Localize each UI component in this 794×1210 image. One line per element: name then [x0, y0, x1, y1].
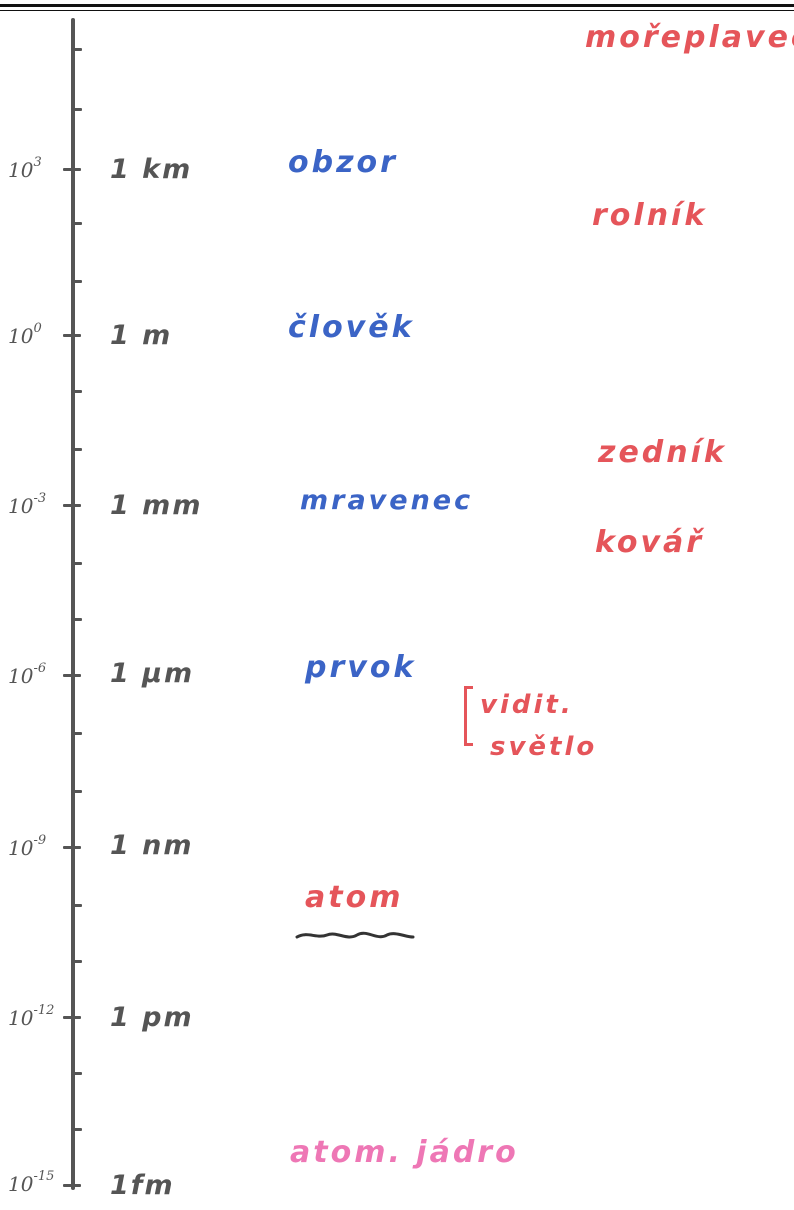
wave-label-zednik: zedník — [598, 435, 727, 470]
minor-tick — [71, 48, 82, 51]
unit-label: 1 μm — [110, 658, 195, 689]
major-tick — [63, 168, 81, 171]
minor-tick — [71, 280, 82, 283]
visible-light-bracket — [464, 686, 473, 746]
major-tick — [63, 1016, 81, 1019]
minor-tick — [71, 790, 82, 793]
exponent-label: 103 — [8, 155, 42, 182]
exponent-label: 10-12 — [8, 1003, 55, 1030]
visible-light-label-line2: světlo — [490, 732, 598, 762]
unit-label: 1 nm — [110, 830, 194, 861]
unit-label: 1 mm — [110, 490, 203, 521]
object-label-atom-jadro: atom. jádro — [290, 1135, 519, 1170]
major-tick — [63, 846, 81, 849]
minor-tick — [71, 904, 82, 907]
top-rule-thin — [0, 10, 794, 11]
object-label-obzor: obzor — [288, 145, 398, 180]
unit-label: 1 pm — [110, 1002, 194, 1033]
minor-tick — [71, 390, 82, 393]
minor-tick — [71, 562, 82, 565]
exponent-label: 10-6 — [8, 661, 47, 688]
wave-label-kovar: kovář — [595, 525, 705, 560]
minor-tick — [71, 618, 82, 621]
unit-label: 1fm — [110, 1170, 175, 1201]
object-label-prvok: prvok — [305, 650, 417, 685]
object-label-clovek: člověk — [288, 310, 415, 345]
top-rule — [0, 4, 794, 7]
minor-tick — [71, 222, 82, 225]
minor-tick — [71, 960, 82, 963]
exponent-label: 10-9 — [8, 833, 47, 860]
visible-light-label-line1: vidit. — [480, 690, 574, 720]
unit-label: 1 m — [110, 320, 173, 351]
scale-axis — [71, 18, 75, 1190]
exponent-label: 10-15 — [8, 1169, 55, 1196]
wave-label-moreplavec: mořeplavec — [585, 20, 794, 55]
exponent-label: 10-3 — [8, 491, 47, 518]
major-tick — [63, 504, 81, 507]
minor-tick — [71, 1128, 82, 1131]
minor-tick — [71, 1072, 82, 1075]
wave-label-rolnik: rolník — [592, 198, 708, 233]
major-tick — [63, 1184, 81, 1187]
minor-tick — [71, 108, 82, 111]
major-tick — [63, 334, 81, 337]
squiggle-underline — [295, 931, 415, 939]
object-label-atom: atom — [305, 880, 404, 915]
major-tick — [63, 674, 81, 677]
minor-tick — [71, 448, 82, 451]
minor-tick — [71, 732, 82, 735]
exponent-label: 100 — [8, 321, 42, 348]
unit-label: 1 km — [110, 154, 193, 185]
object-label-mravenec: mravenec — [300, 485, 474, 516]
